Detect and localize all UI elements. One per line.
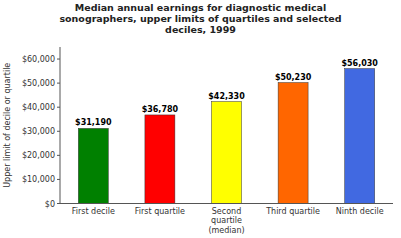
text-line: (median): [208, 226, 244, 235]
y-axis-label: Upper limit of decile or quartile: [3, 63, 12, 188]
x-tick-label: Secondquartile(median): [208, 207, 244, 235]
text-line: Second: [212, 207, 241, 216]
bars: [78, 69, 374, 204]
x-tick-label: Third quartile: [265, 207, 320, 216]
bar: [212, 102, 242, 204]
text-line: Median annual earnings for diagnostic me…: [75, 2, 327, 13]
text-line: First decile: [72, 207, 115, 216]
data-label: $56,030: [341, 59, 378, 68]
y-tick-label: $40,000: [22, 103, 55, 112]
data-label: $31,190: [75, 118, 112, 127]
bar: [145, 115, 175, 204]
data-label: $36,780: [142, 105, 179, 114]
x-tick-label: Ninth decile: [336, 207, 384, 216]
y-axis-line: [60, 47, 61, 204]
text-line: Ninth decile: [336, 207, 384, 216]
x-tick-label: First quartile: [135, 207, 185, 216]
chart-svg: Median annual earnings for diagnostic me…: [0, 0, 401, 238]
bar: [345, 69, 375, 204]
y-tick-label: $20,000: [22, 151, 55, 160]
bar: [78, 128, 108, 203]
y-tick-label: $0: [45, 200, 55, 209]
y-tick-label: $50,000: [22, 79, 55, 88]
text-line: First quartile: [135, 207, 185, 216]
data-label: $42,330: [208, 92, 245, 101]
text-line: quartile: [211, 216, 242, 225]
chart-title: Median annual earnings for diagnostic me…: [59, 2, 341, 35]
data-label: $50,230: [275, 73, 312, 82]
y-tick-label: $10,000: [22, 175, 55, 184]
text-line: Third quartile: [265, 207, 320, 216]
chart-container: Median annual earnings for diagnostic me…: [0, 0, 401, 238]
y-tick-label: $30,000: [22, 127, 55, 136]
bar: [278, 83, 308, 204]
y-tick-label: $60,000: [22, 55, 55, 64]
text-line: sonographers, upper limits of quartiles …: [59, 13, 341, 24]
x-axis-line: [60, 203, 393, 204]
text-line: deciles, 1999: [165, 24, 236, 35]
x-tick-label: First decile: [72, 207, 115, 216]
